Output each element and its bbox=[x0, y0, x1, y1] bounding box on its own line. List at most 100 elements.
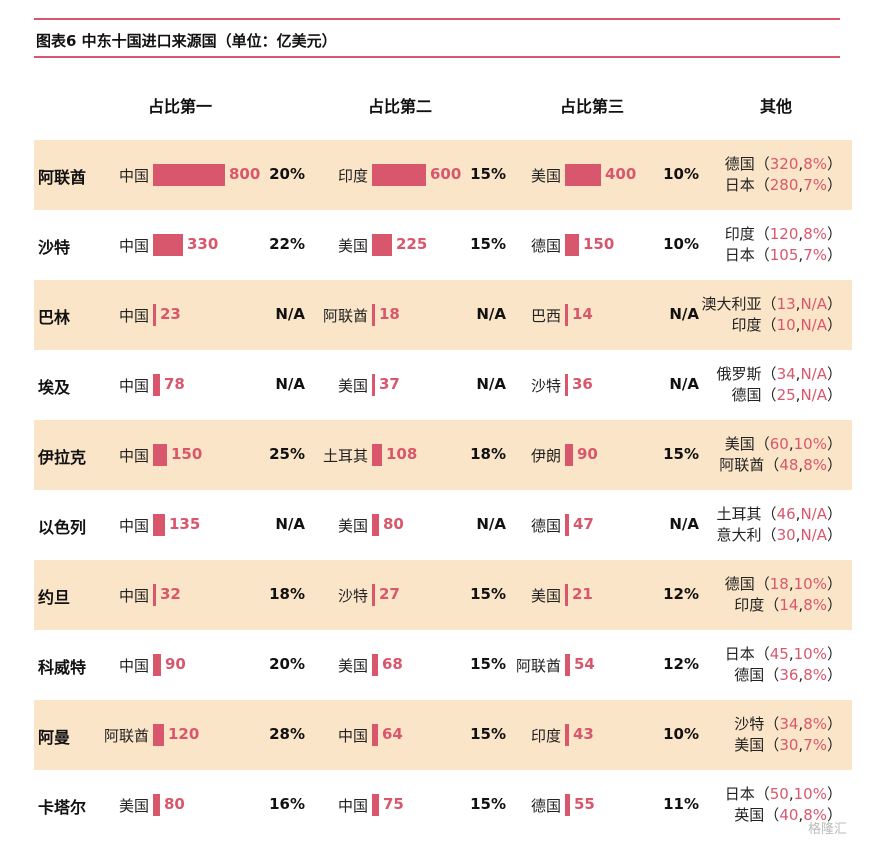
others-cell: 日本（50,10%） 英国（40,8%） bbox=[662, 784, 842, 826]
bar-first bbox=[153, 654, 161, 676]
partner-label: 伊朗 bbox=[530, 447, 561, 465]
others-entry: 澳大利亚（13,N/A） bbox=[662, 294, 842, 315]
others-value: 120 bbox=[769, 225, 799, 243]
others-name: 美国 bbox=[724, 435, 755, 453]
value-label: 36 bbox=[572, 375, 593, 393]
others-open: （ bbox=[754, 785, 770, 803]
bar-first bbox=[153, 724, 164, 746]
others-name: 俄罗斯 bbox=[716, 365, 762, 383]
others-close: ） bbox=[826, 176, 842, 194]
others-open: （ bbox=[761, 526, 777, 544]
others-share: 8% bbox=[803, 596, 827, 614]
others-sep: , bbox=[798, 246, 804, 264]
table-row: 伊拉克 中国 150 25% 土耳其 108 18% 伊朗 90 15% 美国（60,10%） 阿联酋… bbox=[34, 420, 852, 490]
others-entry: 日本（50,10%） bbox=[662, 784, 842, 805]
others-share: 8% bbox=[803, 456, 827, 474]
value-label: 21 bbox=[572, 585, 593, 603]
bar-third bbox=[565, 724, 569, 746]
value-label: 108 bbox=[386, 445, 418, 463]
others-share: 10% bbox=[793, 575, 827, 593]
others-value: 34 bbox=[776, 365, 796, 383]
share-label: N/A bbox=[476, 375, 506, 393]
share-label: 12% bbox=[663, 655, 699, 673]
others-close: ） bbox=[826, 806, 842, 824]
others-value: 18 bbox=[769, 575, 789, 593]
share-label: N/A bbox=[669, 375, 699, 393]
share-label: N/A bbox=[669, 305, 699, 323]
others-sep: , bbox=[795, 505, 801, 523]
share-label: 15% bbox=[470, 165, 506, 183]
others-share: N/A bbox=[800, 526, 827, 544]
share-label: N/A bbox=[275, 305, 305, 323]
others-sep: , bbox=[795, 386, 801, 404]
bar-first bbox=[153, 514, 165, 536]
bar-first bbox=[153, 444, 167, 466]
others-share: 10% bbox=[793, 645, 827, 663]
others-entry: 阿联酋（48,8%） bbox=[662, 455, 842, 476]
others-cell: 俄罗斯（34,N/A） 德国（25,N/A） bbox=[662, 364, 842, 406]
table-row: 科威特 中国 90 20% 美国 68 15% 阿联酋 54 12% 日本（45,10%） 德国（36… bbox=[34, 630, 852, 700]
others-close: ） bbox=[826, 596, 842, 614]
others-name: 日本 bbox=[724, 785, 755, 803]
partner-label: 中国 bbox=[118, 237, 149, 255]
partner-label: 印度 bbox=[337, 167, 368, 185]
others-name: 土耳其 bbox=[716, 505, 762, 523]
others-share: 7% bbox=[803, 176, 827, 194]
table-row: 埃及 中国 78 N/A 美国 37 N/A 沙特 36 N/A 俄罗斯（34,N/A） 德国（25,… bbox=[34, 350, 852, 420]
bar-third bbox=[565, 584, 568, 606]
others-value: 34 bbox=[779, 715, 799, 733]
share-label: 12% bbox=[663, 585, 699, 603]
country-label: 巴林 bbox=[38, 308, 71, 327]
others-sep: , bbox=[798, 715, 804, 733]
bar-first bbox=[153, 234, 183, 256]
bar-third bbox=[565, 304, 568, 326]
value-label: 47 bbox=[573, 515, 594, 533]
others-name: 日本 bbox=[724, 246, 755, 264]
others-entry: 俄罗斯（34,N/A） bbox=[662, 364, 842, 385]
title-rule bbox=[34, 56, 840, 58]
others-share: 10% bbox=[793, 435, 827, 453]
others-sep: , bbox=[795, 316, 801, 334]
others-value: 10 bbox=[776, 316, 796, 334]
share-label: 15% bbox=[470, 585, 506, 603]
share-label: N/A bbox=[669, 515, 699, 533]
country-label: 科威特 bbox=[38, 658, 87, 677]
share-label: 15% bbox=[470, 235, 506, 253]
bar-second bbox=[372, 234, 392, 256]
others-value: 25 bbox=[776, 386, 796, 404]
others-name: 德国 bbox=[731, 386, 762, 404]
bar-second bbox=[372, 654, 378, 676]
others-entry: 美国（60,10%） bbox=[662, 434, 842, 455]
others-open: （ bbox=[754, 246, 770, 264]
others-entry: 德国（320,8%） bbox=[662, 154, 842, 175]
column-header-others: 其他 bbox=[759, 97, 792, 116]
share-label: 20% bbox=[269, 165, 305, 183]
others-open: （ bbox=[754, 575, 770, 593]
others-sep: , bbox=[798, 806, 804, 824]
others-value: 320 bbox=[769, 155, 799, 173]
country-label: 卡塔尔 bbox=[38, 798, 87, 817]
column-header-second: 占比第二 bbox=[367, 97, 432, 116]
bar-second bbox=[372, 794, 379, 816]
others-entry: 德国（25,N/A） bbox=[662, 385, 842, 406]
bar-second bbox=[372, 514, 379, 536]
share-label: 10% bbox=[663, 235, 699, 253]
others-sep: , bbox=[798, 666, 804, 684]
others-entry: 德国（18,10%） bbox=[662, 574, 842, 595]
bar-second bbox=[372, 304, 375, 326]
others-share: 10% bbox=[793, 785, 827, 803]
share-label: 15% bbox=[663, 445, 699, 463]
others-close: ） bbox=[826, 575, 842, 593]
others-entry: 日本（45,10%） bbox=[662, 644, 842, 665]
others-share: N/A bbox=[800, 365, 827, 383]
partner-label: 阿联酋 bbox=[322, 307, 368, 325]
others-name: 印度 bbox=[734, 596, 765, 614]
others-sep: , bbox=[788, 785, 794, 803]
partner-label: 中国 bbox=[118, 307, 149, 325]
share-label: N/A bbox=[275, 375, 305, 393]
value-label: 80 bbox=[164, 795, 185, 813]
partner-label: 中国 bbox=[118, 167, 149, 185]
others-open: （ bbox=[761, 295, 777, 313]
others-open: （ bbox=[764, 666, 780, 684]
others-name: 印度 bbox=[724, 225, 755, 243]
